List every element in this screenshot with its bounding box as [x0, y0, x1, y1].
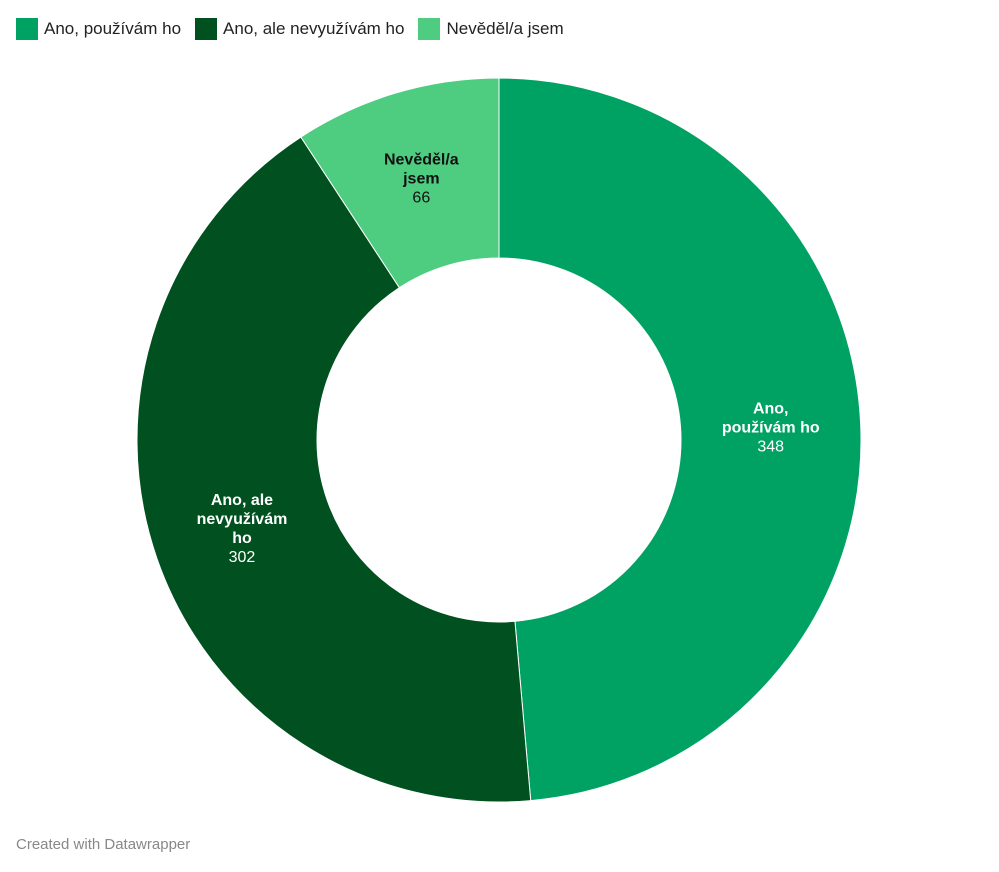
slice-label-name: Nevěděl/a jsem [383, 151, 459, 188]
slice-label-name: Ano, používám ho [721, 400, 820, 437]
legend-item: Ano, používám ho [16, 18, 181, 40]
slice-label-value: 302 [228, 549, 256, 567]
legend-item: Ano, ale nevyužívám ho [195, 18, 404, 40]
legend-label: Nevěděl/a jsem [446, 19, 564, 38]
slice-label: Ano, používám ho 348 [711, 400, 831, 457]
legend-label: Ano, ale nevyužívám ho [223, 19, 405, 38]
legend-label: Ano, používám ho [44, 19, 182, 38]
slice-label: Ano, ale nevyužívám ho 302 [192, 491, 292, 567]
legend-swatch [16, 18, 38, 40]
slice-label: Nevěděl/a jsem 66 [371, 151, 471, 208]
slice-label-value: 66 [412, 189, 431, 207]
donut-slice [136, 136, 532, 803]
donut-slice [498, 77, 862, 802]
legend-swatch [418, 18, 441, 40]
legend-item: Nevěděl/a jsem [418, 18, 564, 40]
slice-label-name: Ano, ale nevyužívám ho [196, 492, 288, 548]
donut-slice [300, 77, 500, 289]
footer-credit: Created with Datawrapper [16, 836, 191, 853]
legend-swatch [195, 18, 218, 40]
slice-label-value: 348 [757, 438, 785, 456]
legend: Ano, používám ho Ano, ale nevyužívám ho Ne… [16, 18, 564, 40]
